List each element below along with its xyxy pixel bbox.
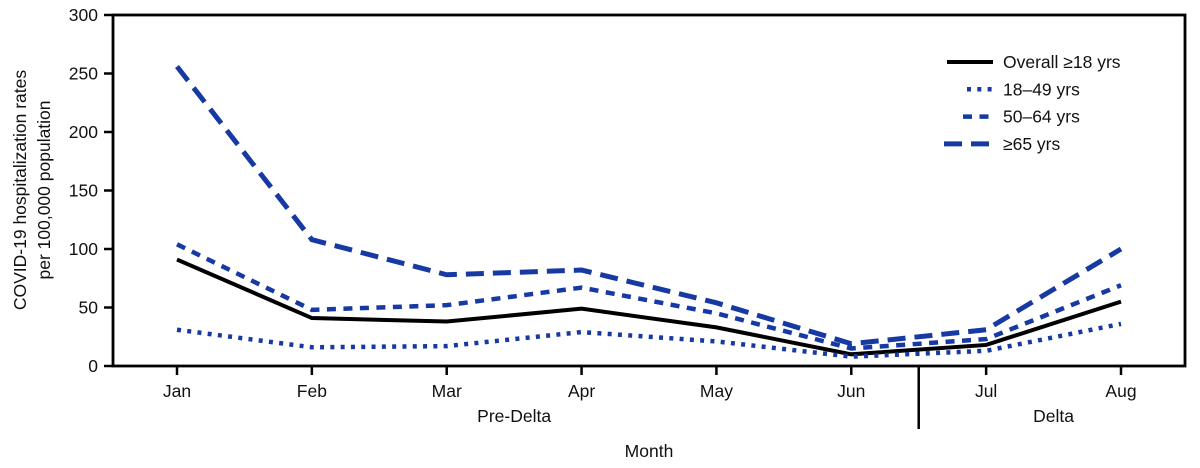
x-tick-label: May	[700, 381, 733, 401]
series-layer	[175, 64, 1123, 359]
x-tick-label: Aug	[1105, 381, 1136, 401]
x-tick-label: Jan	[163, 381, 191, 401]
series-line-overall-ge18	[176, 257, 1122, 357]
legend-item-50-64: 50–64 yrs	[963, 107, 1080, 127]
period-label-pre-delta: Pre-Delta	[477, 406, 551, 426]
y-tick-label: 200	[69, 122, 98, 142]
y-tick-label: 50	[79, 298, 99, 318]
x-tick-label: Jul	[975, 381, 997, 401]
annotation-layer: Pre-Delta Delta	[477, 366, 1074, 429]
y-tick-label: 0	[88, 356, 98, 376]
x-tick-label: Feb	[297, 381, 327, 401]
legend-label: 50–64 yrs	[1003, 107, 1080, 127]
y-axis-title-line2: per 100,000 population	[34, 100, 54, 279]
legend-label: 18–49 yrs	[1003, 79, 1080, 99]
legend: Overall ≥18 yrs 18–49 yrs 50–64 yrs ≥65 yrs	[944, 52, 1121, 154]
legend-item-18-49: 18–49 yrs	[967, 79, 1080, 99]
y-tick-label: 150	[69, 181, 98, 201]
y-tick-label: 250	[69, 64, 98, 84]
series-line-50-64	[176, 242, 1122, 351]
y-tick-label: 300	[69, 5, 98, 25]
legend-item-ge65: ≥65 yrs	[944, 134, 1061, 154]
y-axis-title-line1: COVID-19 hospitalization rates	[10, 70, 30, 310]
period-label-delta: Delta	[1033, 406, 1074, 426]
x-axis-title: Month	[625, 441, 674, 461]
x-tick-label: Apr	[568, 381, 595, 401]
x-tick-label: Jun	[837, 381, 865, 401]
y-tick-label: 100	[69, 239, 98, 259]
legend-item-overall-ge18: Overall ≥18 yrs	[947, 52, 1121, 72]
legend-label: ≥65 yrs	[1003, 134, 1061, 154]
legend-label: Overall ≥18 yrs	[1003, 52, 1121, 72]
series-line-18-49	[176, 321, 1122, 359]
series-line-ge65	[175, 64, 1123, 347]
x-tick-label: Mar	[432, 381, 462, 401]
axes-layer: 0 50 100 150 200 250 300 Jan Feb Mar Apr May Jun Jul A…	[69, 5, 1187, 401]
